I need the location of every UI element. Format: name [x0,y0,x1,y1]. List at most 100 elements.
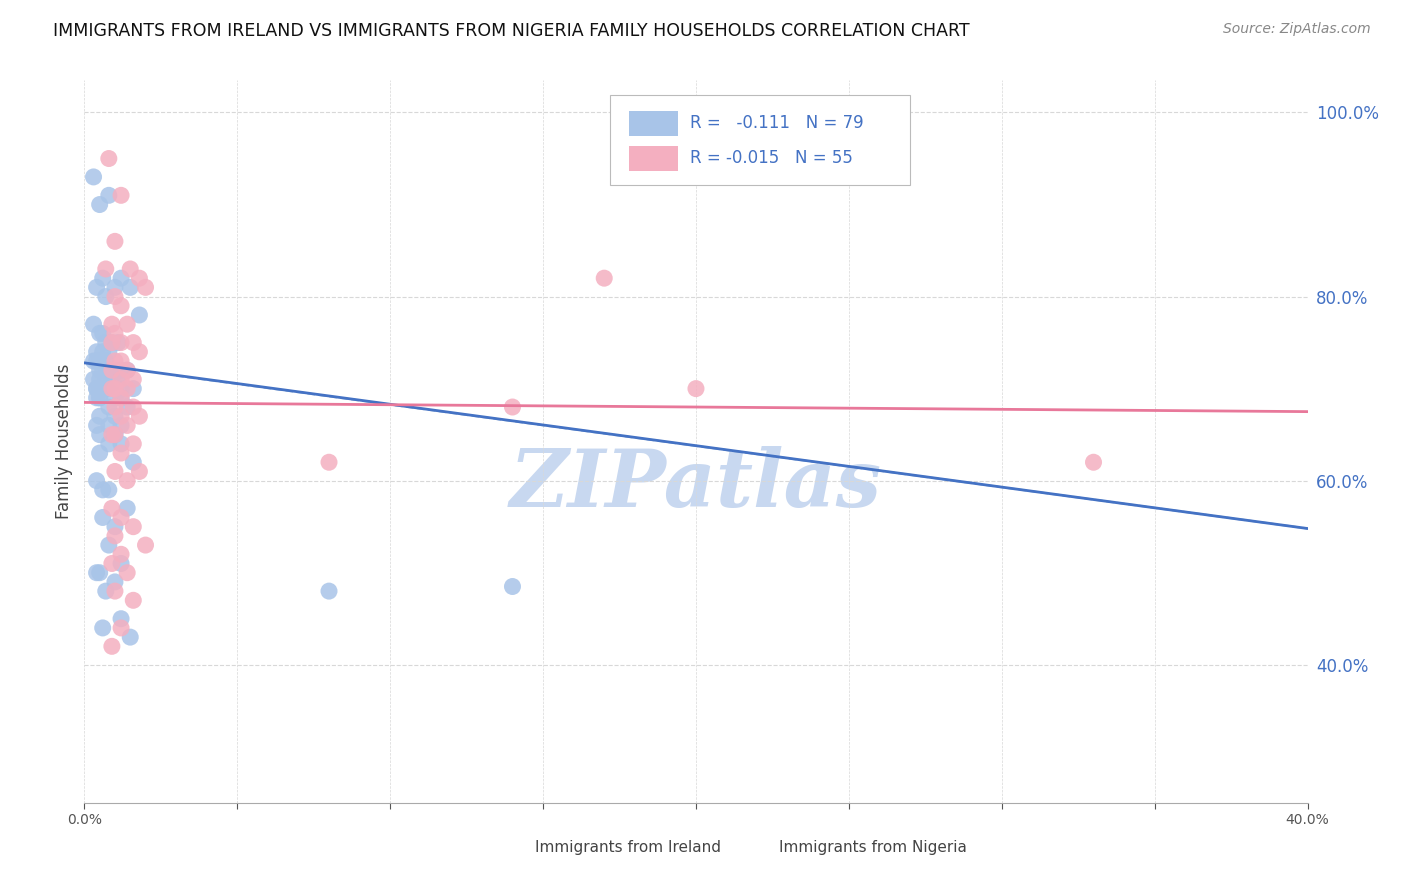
Point [86,382,108,396]
Point [104,382,127,396]
Point [89,409,111,424]
Point [86,418,108,433]
Point [110,391,132,405]
Point [122,519,145,533]
Point [110,446,132,460]
Point [97,188,120,202]
Y-axis label: Family Households: Family Households [55,364,73,519]
Point [593,271,616,285]
Point [97,418,120,433]
Point [89,372,111,386]
Point [128,465,150,479]
Point [91,382,114,396]
Point [122,335,145,350]
Point [104,519,127,533]
Point [89,446,111,460]
Point [110,418,132,433]
Point [101,557,124,571]
Point [104,409,127,424]
Text: R = -0.015   N = 55: R = -0.015 N = 55 [690,149,852,167]
Point [122,372,145,386]
Point [86,474,108,488]
Text: Immigrants from Nigeria: Immigrants from Nigeria [779,840,967,855]
Point [86,354,108,368]
Point [101,335,124,350]
Point [91,510,114,524]
Point [115,317,138,331]
Point [89,566,111,580]
Point [135,538,157,552]
Point [128,308,150,322]
Point [91,621,114,635]
FancyBboxPatch shape [733,840,766,855]
Point [101,363,124,377]
Point [101,372,124,386]
Point [89,391,111,405]
Point [104,529,127,543]
Text: Source: ZipAtlas.com: Source: ZipAtlas.com [1223,22,1371,37]
Point [104,427,127,442]
Point [94,584,117,599]
Point [115,474,138,488]
Point [97,483,120,497]
Text: R =   -0.111   N = 79: R = -0.111 N = 79 [690,114,863,132]
Point [89,197,111,211]
Point [110,391,132,405]
Point [97,538,120,552]
Point [110,510,132,524]
Point [120,280,142,294]
Point [110,299,132,313]
Point [110,547,132,561]
Point [110,621,132,635]
Point [107,372,129,386]
Point [104,391,127,405]
Point [89,382,111,396]
Point [97,382,120,396]
Point [104,400,127,414]
Point [104,354,127,368]
Point [101,335,124,350]
Point [86,391,108,405]
Point [101,427,124,442]
Point [115,566,138,580]
Point [120,262,142,277]
Point [91,483,114,497]
Point [502,400,524,414]
Point [318,455,340,469]
FancyBboxPatch shape [610,95,910,185]
Text: Immigrants from Ireland: Immigrants from Ireland [534,840,720,855]
FancyBboxPatch shape [628,146,678,170]
Point [94,372,117,386]
Point [91,363,114,377]
Point [86,344,108,359]
Point [104,465,127,479]
Point [97,344,120,359]
Point [110,363,132,377]
Point [104,574,127,589]
Point [89,427,111,442]
Point [104,289,127,303]
Point [115,400,138,414]
Point [94,262,117,277]
FancyBboxPatch shape [488,840,522,855]
Point [115,363,138,377]
Point [97,400,120,414]
Point [89,354,111,368]
Point [83,354,105,368]
Point [89,326,111,341]
Point [115,382,138,396]
Point [83,317,105,331]
Point [110,409,132,424]
Point [101,317,124,331]
Point [97,363,120,377]
Point [94,382,117,396]
Point [97,437,120,451]
Point [122,593,145,607]
Point [86,280,108,294]
Point [91,271,114,285]
Point [104,584,127,599]
Point [101,501,124,516]
Point [86,382,108,396]
Point [101,382,124,396]
Point [128,344,150,359]
